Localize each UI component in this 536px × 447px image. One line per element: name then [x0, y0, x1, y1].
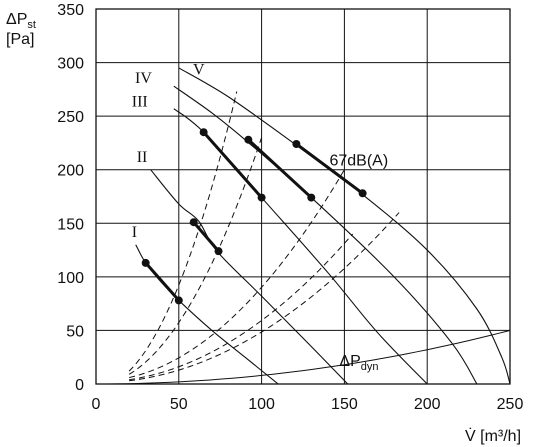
curve-label-i: I	[132, 224, 137, 241]
grid	[95, 8, 511, 385]
operating-point	[214, 247, 223, 256]
curve-label-iii: III	[132, 94, 148, 111]
y-tick-label: 0	[75, 377, 84, 394]
x-tick-label: 150	[331, 396, 358, 413]
plot-frame	[95, 8, 511, 385]
y-tick-label: 250	[57, 109, 84, 126]
y-axis-title-line2: [Pa]	[6, 31, 34, 48]
x-tick-label: 0	[92, 396, 101, 413]
curve-label-ii: II	[137, 149, 148, 166]
operating-point	[358, 189, 367, 198]
operating-point	[141, 258, 150, 267]
system-curves	[128, 91, 400, 382]
x-tick-label: 200	[414, 396, 441, 413]
operating-point	[307, 193, 316, 202]
fan-curve-iii	[173, 108, 428, 385]
operating-point	[257, 193, 266, 202]
fan-curve-v	[178, 67, 511, 385]
operating-range-ii	[192, 221, 220, 253]
y-tick-label: 350	[57, 2, 84, 19]
noise-level-annotation: 67dB(A)	[329, 152, 388, 169]
y-axis-title-line1: ΔPst	[6, 11, 36, 31]
dynamic-pressure-line	[95, 329, 511, 385]
fan-curve-iv	[173, 85, 478, 385]
operating-point	[189, 218, 198, 227]
highlight-segments	[141, 128, 367, 305]
y-tick-label: 100	[57, 270, 84, 287]
system-curve	[128, 91, 238, 372]
operating-point	[244, 135, 253, 144]
operating-range-iv	[247, 138, 313, 199]
operating-point	[199, 128, 208, 137]
operating-range-i	[144, 261, 180, 302]
fan-curve-i	[135, 244, 279, 385]
tick-labels: 0 50 100 150 200 250 0 50 100 150 200 250 300 350	[57, 2, 523, 413]
x-tick-label: 50	[170, 396, 188, 413]
operating-range-v	[295, 142, 364, 195]
y-tick-label: 150	[57, 216, 84, 233]
operating-point	[292, 140, 301, 148]
x-tick-label: 100	[248, 396, 275, 413]
y-tick-label: 200	[57, 163, 84, 180]
dynamic-pressure-label: ΔPdyn	[339, 353, 378, 373]
system-curve	[128, 137, 263, 375]
system-curve	[129, 212, 400, 382]
operating-range-iii	[202, 131, 263, 199]
dynamic-pressure-curve	[95, 329, 511, 385]
y-tick-label: 50	[66, 323, 84, 340]
y-tick-label: 300	[57, 56, 84, 73]
curve-label-iv: IV	[135, 70, 152, 87]
x-tick-label: 250	[497, 396, 524, 413]
system-curve	[129, 233, 354, 381]
x-axis-title: V̇ [m³/h]	[465, 427, 521, 445]
curve-label-v: V	[193, 61, 205, 78]
operating-point	[174, 296, 183, 305]
fan-curves	[135, 67, 511, 385]
